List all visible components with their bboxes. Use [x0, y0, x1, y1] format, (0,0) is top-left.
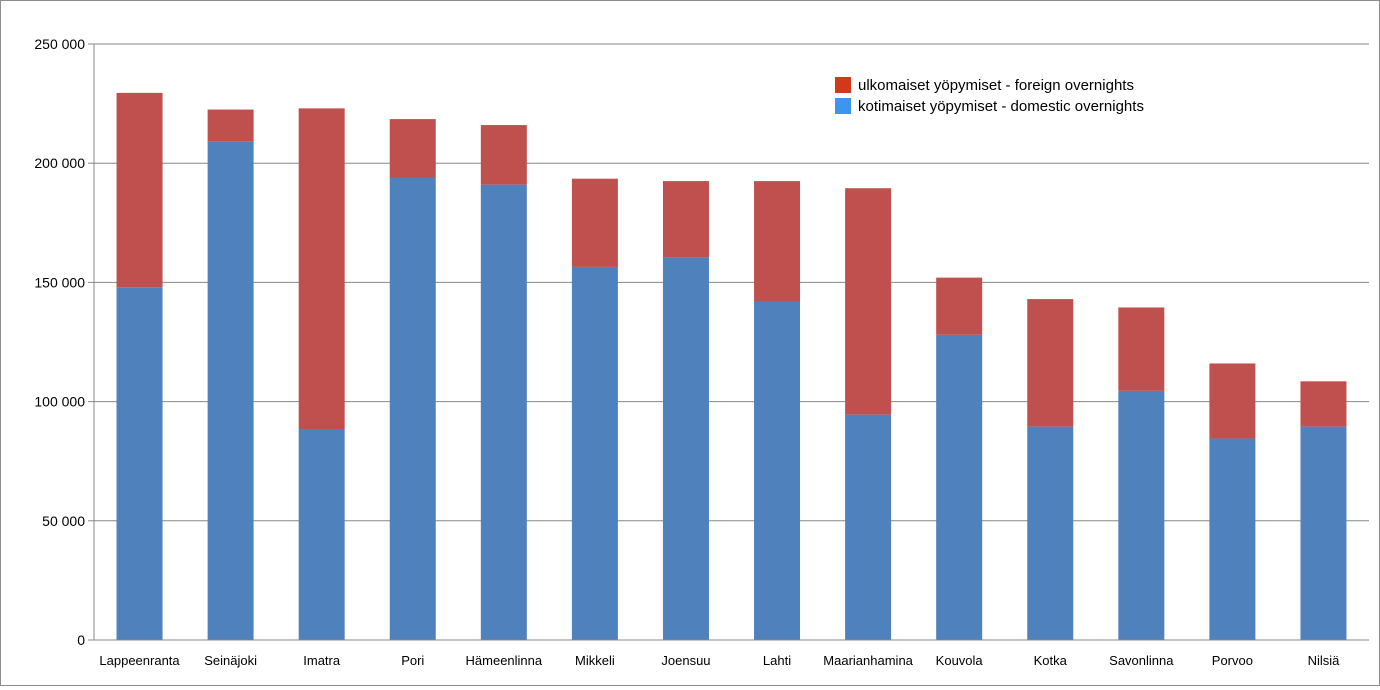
x-tick-label: Maarianhamina	[823, 653, 913, 668]
bar-foreign	[571, 178, 618, 267]
bar-domestic	[116, 287, 163, 640]
x-tick-label: Lahti	[763, 653, 791, 668]
y-tick-label: 100 000	[34, 394, 85, 410]
bar-domestic	[298, 429, 345, 640]
x-tick-label: Kotka	[1034, 653, 1068, 668]
x-tick-label: Pori	[401, 653, 424, 668]
y-tick-label: 0	[77, 632, 85, 648]
legend-label: ulkomaiset yöpymiset - foreign overnight…	[858, 77, 1134, 94]
bars	[116, 92, 1347, 640]
legend: ulkomaiset yöpymiset - foreign overnight…	[835, 77, 1144, 115]
x-tick-label: Joensuu	[661, 653, 710, 668]
x-tick-label: Mikkeli	[575, 653, 615, 668]
legend-swatch	[835, 77, 851, 93]
bar-domestic	[1118, 390, 1165, 640]
x-tick-label: Hämeenlinna	[466, 653, 543, 668]
bar-foreign	[116, 92, 163, 288]
bar-foreign	[1118, 307, 1165, 391]
bar-domestic	[754, 301, 801, 640]
bar-foreign	[480, 125, 527, 185]
y-tick-label: 200 000	[34, 155, 85, 171]
y-tick-label: 50 000	[42, 513, 85, 529]
bar-foreign	[1209, 363, 1256, 439]
legend-label: kotimaiset yöpymiset - domestic overnigh…	[858, 98, 1144, 115]
bar-domestic	[207, 141, 254, 640]
bar-foreign	[662, 181, 709, 258]
bar-foreign	[1300, 381, 1347, 427]
bar-foreign	[845, 188, 892, 415]
bar-domestic	[480, 184, 527, 640]
bar-domestic	[389, 177, 436, 640]
x-tick-label: Savonlinna	[1109, 653, 1174, 668]
legend-swatch	[835, 98, 851, 114]
x-tick-label: Kouvola	[936, 653, 984, 668]
gridlines	[94, 43, 1369, 522]
x-tick-label: Imatra	[303, 653, 341, 668]
x-tick-label: Seinäjoki	[204, 653, 257, 668]
bar-domestic	[1027, 426, 1074, 640]
x-tick-label: Porvoo	[1212, 653, 1253, 668]
bar-domestic	[1300, 426, 1347, 640]
bar-foreign	[1027, 299, 1074, 427]
x-tick-label: Nilsiä	[1308, 653, 1341, 668]
bar-foreign	[389, 119, 436, 178]
bar-domestic	[571, 266, 618, 640]
y-tick-label: 250 000	[34, 36, 85, 52]
bar-foreign	[936, 277, 983, 335]
x-tick-label: Lappeenranta	[99, 653, 180, 668]
bar-domestic	[936, 334, 983, 640]
bar-foreign	[298, 108, 345, 430]
bar-foreign	[207, 109, 254, 142]
bar-domestic	[1209, 438, 1256, 640]
bar-domestic	[845, 414, 892, 640]
bar-foreign	[754, 181, 801, 302]
axes: 0 50 000 100 000 150 000 200 000 250 000 Lappe…	[34, 36, 1369, 668]
bar-domestic	[662, 257, 709, 640]
y-tick-label: 150 000	[34, 274, 85, 290]
